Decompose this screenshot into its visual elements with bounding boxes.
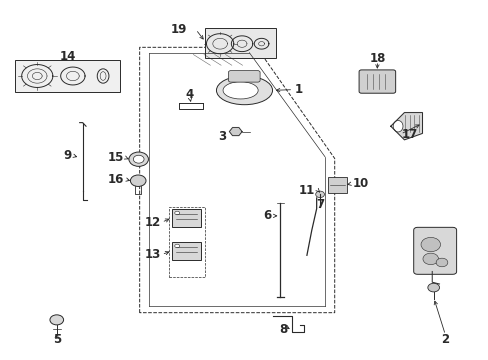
Circle shape [133, 155, 144, 163]
Circle shape [50, 315, 63, 325]
Text: 9: 9 [63, 149, 71, 162]
Circle shape [130, 175, 146, 186]
Text: 19: 19 [170, 23, 186, 36]
Bar [15, 60, 120, 92]
Circle shape [174, 211, 179, 215]
Text: 10: 10 [352, 177, 368, 190]
Text: 14: 14 [60, 50, 76, 63]
Text: 5: 5 [53, 333, 61, 346]
Text: 13: 13 [144, 248, 160, 261]
Text: 4: 4 [185, 88, 194, 101]
FancyBboxPatch shape [328, 177, 346, 193]
Text: 2: 2 [441, 333, 448, 346]
Text: 16: 16 [107, 173, 123, 186]
Text: 17: 17 [401, 127, 417, 141]
Text: 18: 18 [368, 51, 385, 64]
Ellipse shape [223, 82, 258, 99]
FancyBboxPatch shape [172, 242, 200, 260]
Circle shape [174, 244, 179, 248]
Text: 1: 1 [294, 83, 302, 96]
Ellipse shape [392, 121, 402, 132]
Text: 3: 3 [218, 130, 226, 144]
FancyBboxPatch shape [228, 71, 260, 82]
Text: 6: 6 [263, 210, 271, 222]
FancyBboxPatch shape [205, 28, 276, 58]
Circle shape [427, 283, 439, 292]
Circle shape [420, 237, 440, 252]
FancyBboxPatch shape [172, 210, 200, 226]
Text: 15: 15 [107, 151, 124, 164]
Text: 8: 8 [279, 323, 287, 336]
FancyBboxPatch shape [358, 70, 395, 93]
Bar [168, 207, 205, 277]
Text: 7: 7 [316, 198, 324, 211]
Text: 11: 11 [298, 184, 315, 197]
Ellipse shape [216, 76, 272, 105]
Circle shape [315, 191, 324, 198]
Circle shape [435, 258, 447, 267]
FancyBboxPatch shape [413, 227, 456, 274]
Circle shape [129, 152, 148, 166]
Polygon shape [390, 113, 422, 140]
Polygon shape [229, 127, 242, 136]
Text: 12: 12 [144, 216, 160, 229]
Circle shape [422, 253, 438, 265]
